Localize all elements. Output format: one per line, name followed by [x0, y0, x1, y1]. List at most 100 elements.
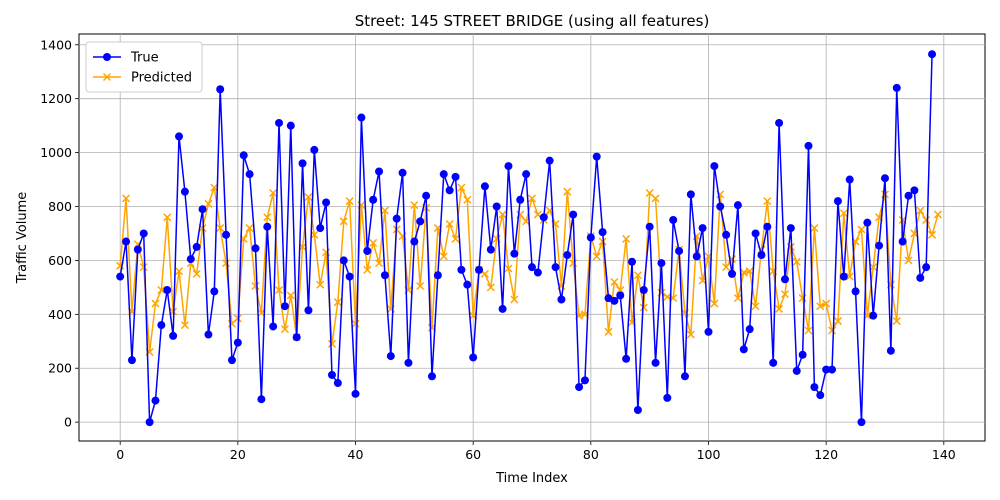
data-point-true: [180, 187, 189, 196]
data-point-predicted: [233, 314, 242, 323]
data-point-true: [322, 198, 331, 207]
data-point-true: [692, 252, 701, 261]
data-point-predicted: [710, 299, 719, 308]
data-point-true: [928, 50, 937, 59]
data-point-predicted: [351, 319, 360, 328]
data-point-true: [375, 167, 384, 176]
data-point-true: [728, 269, 737, 278]
legend-true-label: True: [130, 51, 159, 66]
data-point-true: [916, 273, 925, 282]
data-point-predicted: [286, 291, 295, 300]
data-point-predicted: [204, 199, 213, 208]
data-point-predicted: [610, 277, 619, 287]
data-point-predicted: [686, 330, 695, 339]
data-point-true: [869, 311, 878, 320]
data-point-predicted: [316, 280, 325, 289]
data-point-predicted: [192, 269, 201, 278]
data-point-true: [639, 286, 648, 295]
data-point-true: [904, 191, 913, 200]
data-point-true: [157, 321, 166, 330]
data-point-true: [622, 354, 631, 363]
data-point-predicted: [833, 317, 842, 326]
data-point-predicted: [280, 325, 289, 334]
data-point-predicted: [345, 197, 354, 206]
data-point-predicted: [439, 252, 448, 261]
data-point-predicted: [839, 209, 848, 218]
data-point-true: [545, 156, 554, 165]
data-point-true: [333, 379, 342, 388]
data-point-predicted: [651, 194, 660, 203]
data-point-predicted: [733, 294, 742, 303]
data-point-predicted: [775, 304, 784, 313]
data-point-true: [275, 118, 284, 127]
data-point-predicted: [245, 224, 254, 233]
data-point-true: [398, 168, 407, 177]
data-point-true: [822, 365, 831, 374]
data-point-true: [698, 224, 707, 233]
data-point-true: [357, 113, 366, 122]
data-point-true: [251, 244, 260, 253]
data-point-true: [363, 246, 372, 255]
data-point-true: [122, 237, 131, 246]
data-point-true: [433, 271, 442, 280]
data-point-true: [380, 271, 389, 280]
data-point-true: [863, 218, 872, 227]
data-point-predicted: [763, 197, 772, 206]
data-point-true: [163, 286, 172, 295]
data-point-predicted: [174, 267, 184, 276]
data-point-true: [651, 358, 660, 367]
data-point-predicted: [445, 219, 454, 229]
data-point-true: [739, 345, 748, 354]
legend: True Predicted: [85, 41, 203, 93]
legend-predicted-label: Predicted: [131, 71, 192, 86]
x-tick-label: 100: [697, 447, 721, 462]
data-point-true: [327, 370, 336, 379]
data-point-predicted: [722, 263, 731, 272]
y-tick-label: 1200: [40, 91, 72, 106]
data-point-predicted: [375, 259, 384, 268]
data-point-predicted: [780, 290, 790, 299]
data-point-true: [563, 251, 572, 260]
data-point-true: [145, 418, 154, 427]
data-point-predicted: [157, 286, 166, 295]
data-point-predicted: [274, 286, 284, 295]
data-point-true: [492, 202, 501, 211]
data-point-predicted: [327, 339, 337, 348]
data-point-true: [186, 255, 195, 264]
data-point-predicted: [416, 281, 425, 291]
data-point-predicted: [622, 234, 631, 243]
data-point-true: [127, 356, 136, 365]
data-point-predicted: [592, 252, 601, 261]
data-point-true: [804, 141, 813, 150]
data-point-predicted: [510, 295, 519, 304]
data-point-true: [628, 257, 637, 266]
x-tick-label: 40: [348, 447, 364, 462]
data-point-true: [516, 195, 525, 204]
data-point-predicted: [457, 183, 466, 192]
data-point-true: [257, 395, 266, 404]
legend-true-marker: [103, 53, 111, 61]
data-point-true: [910, 186, 919, 195]
data-point-true: [386, 352, 395, 361]
data-point-true: [151, 396, 160, 405]
data-point-true: [710, 162, 719, 171]
data-point-true: [792, 366, 801, 375]
legend-box: [85, 41, 203, 93]
data-point-predicted: [180, 321, 189, 330]
data-point-predicted: [339, 217, 348, 226]
data-point-true: [522, 170, 531, 179]
data-point-true: [716, 202, 725, 211]
data-point-predicted: [304, 193, 313, 202]
y-tick-label: 1400: [40, 37, 72, 52]
data-point-true: [269, 322, 278, 331]
data-point-predicted: [810, 224, 819, 233]
x-axis-label: Time Index: [495, 471, 568, 486]
data-point-true: [310, 145, 319, 154]
data-point-true: [645, 222, 654, 231]
y-tick-label: 600: [48, 253, 72, 268]
data-point-true: [892, 83, 901, 92]
data-point-true: [339, 256, 348, 265]
data-point-true: [351, 389, 360, 398]
data-point-true: [445, 186, 454, 195]
data-point-predicted: [269, 188, 278, 198]
